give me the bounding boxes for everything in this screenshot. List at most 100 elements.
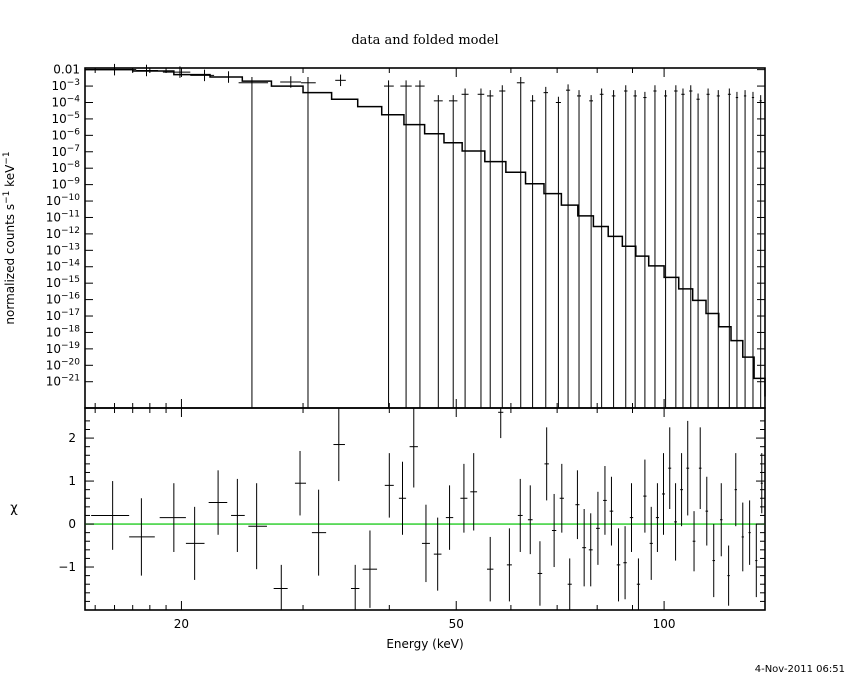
residual-point <box>755 524 758 598</box>
residual-point <box>712 524 715 598</box>
residual-point <box>350 564 360 610</box>
folded-model-line <box>85 68 766 397</box>
residual-point <box>629 483 634 552</box>
residual-point <box>384 453 394 518</box>
residual-point <box>460 463 468 533</box>
top-data-point <box>162 66 191 78</box>
residual-point <box>705 476 709 546</box>
residual-point <box>333 408 345 482</box>
residual-point <box>129 498 155 576</box>
residual-point <box>661 453 665 535</box>
residual-point <box>445 485 454 550</box>
residual-point <box>668 427 672 509</box>
residual-point <box>616 528 621 602</box>
top-y-tick-label: 10−5 <box>51 111 80 126</box>
residual-point <box>527 485 533 555</box>
residual-point <box>760 453 763 514</box>
residual-point <box>649 506 653 580</box>
residual-point <box>603 466 607 535</box>
top-data-point <box>565 84 571 408</box>
residual-point <box>362 530 378 608</box>
top-y-tick-label: 10−12 <box>46 226 80 241</box>
top-data-point <box>743 90 747 408</box>
top-data-point <box>577 90 582 408</box>
top-y-tick-label: 10−20 <box>46 357 81 372</box>
top-data-point <box>759 95 762 408</box>
top-y-tick-label: 10−19 <box>46 341 81 356</box>
residual-point <box>498 408 504 439</box>
bottom-plot-frame <box>84 407 766 611</box>
top-data-point <box>238 77 269 408</box>
top-plot-frame <box>84 67 766 409</box>
top-data-point <box>555 96 561 408</box>
top-panel: 0.0110−310−410−510−610−710−810−910−1010−… <box>2 63 766 409</box>
residual-point <box>398 461 407 535</box>
top-y-tick-label: 10−17 <box>46 308 80 323</box>
residual-point <box>748 500 751 565</box>
top-data-point <box>643 91 647 408</box>
top-y-tick-label: 0.01 <box>53 63 80 77</box>
residual-point <box>159 483 186 552</box>
residual-point <box>544 427 549 501</box>
residual-point <box>273 564 288 610</box>
residual-point <box>559 463 564 533</box>
top-data-point <box>589 95 594 408</box>
top-data-point <box>516 77 525 408</box>
top-data-point <box>664 90 668 408</box>
top-y-tick-label: 10−7 <box>51 144 80 159</box>
residual-point <box>517 478 523 552</box>
timestamp: 4-Nov-2011 06:51 <box>755 664 845 675</box>
top-data-point <box>486 90 494 408</box>
residual-point <box>588 513 593 587</box>
residual-point <box>609 476 614 546</box>
top-y-tick-label: 10−3 <box>51 78 80 93</box>
x-tick-label: 50 <box>449 617 464 631</box>
residual-point <box>596 491 600 565</box>
residual-point <box>686 420 690 516</box>
top-data-point <box>335 74 346 87</box>
top-data-point <box>400 80 412 408</box>
top-data-point <box>499 85 506 408</box>
bottom-y-tick-label: 2 <box>68 431 76 445</box>
residual-point <box>680 453 683 527</box>
top-y-axis-label: normalized counts s−1 keV−1 <box>2 151 17 324</box>
top-y-tick-label: 10−15 <box>46 275 80 290</box>
top-data-point <box>448 95 458 408</box>
residual-point <box>185 506 205 580</box>
top-data-point <box>611 90 616 408</box>
top-data-point <box>689 85 693 408</box>
top-data-point <box>681 88 685 408</box>
residual-point <box>537 541 543 606</box>
top-data-point <box>751 91 755 408</box>
residual-point <box>311 489 327 576</box>
residual-point <box>470 453 478 531</box>
bottom-y-tick-label: 1 <box>68 474 76 488</box>
top-data-point <box>706 88 710 408</box>
bottom-panel: −1 0 1 2 20 50 100 χ Energy (keV) <box>10 407 766 651</box>
residual-point <box>623 526 627 600</box>
residual-point <box>294 450 307 516</box>
top-data-point <box>674 85 678 408</box>
residual-point <box>643 459 647 533</box>
top-data-point <box>461 88 469 408</box>
top-data-point <box>384 80 394 408</box>
residual-point <box>231 478 245 552</box>
residual-point <box>91 481 130 550</box>
top-y-tick-label: 10−4 <box>51 94 80 109</box>
top-data-point <box>735 91 739 408</box>
residual-point <box>582 509 587 587</box>
residual-point <box>433 517 442 591</box>
top-y-tick-label: 10−16 <box>46 292 81 307</box>
x-axis-label: Energy (keV) <box>386 637 463 651</box>
top-y-tick-label: 10−13 <box>46 242 80 257</box>
x-tick-label: 20 <box>174 617 189 631</box>
top-y-tick-label: 10−11 <box>46 209 80 224</box>
top-data-point <box>415 80 425 408</box>
top-y-tick-label: 10−21 <box>46 374 80 389</box>
top-data-point <box>727 88 731 408</box>
residual-point <box>409 408 418 488</box>
top-data-point <box>301 77 316 408</box>
top-y-tick-label: 10−10 <box>46 193 81 208</box>
residual-point <box>734 453 737 527</box>
